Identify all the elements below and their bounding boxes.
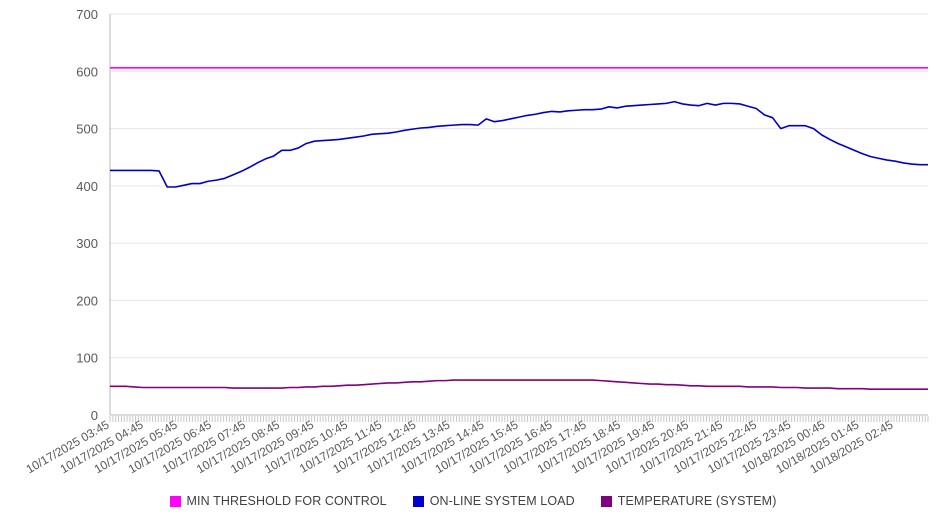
legend-swatch-icon xyxy=(600,495,612,507)
legend-item[interactable]: TEMPERATURE (SYSTEM) xyxy=(600,494,777,508)
svg-text:700: 700 xyxy=(76,7,98,22)
gridlines xyxy=(110,13,928,416)
legend-swatch-icon xyxy=(169,495,181,507)
data-series xyxy=(110,67,928,391)
legend-label: MIN THRESHOLD FOR CONTROL xyxy=(186,494,387,508)
legend-label: TEMPERATURE (SYSTEM) xyxy=(617,494,777,508)
chart-legend: MIN THRESHOLD FOR CONTROL ON-LINE SYSTEM… xyxy=(0,494,946,508)
legend-label: ON-LINE SYSTEM LOAD xyxy=(429,494,575,508)
svg-text:0: 0 xyxy=(91,408,98,423)
x-axis-minor-ticks xyxy=(109,416,929,422)
y-axis-tick-labels: 0 100 200 300 400 500 600 700 xyxy=(76,7,98,423)
svg-text:600: 600 xyxy=(76,64,98,79)
chart-plot-area: 0 100 200 300 400 500 600 700 10/17/2025 03:451… xyxy=(24,7,929,476)
axis-lines xyxy=(109,14,928,416)
svg-text:500: 500 xyxy=(76,122,98,137)
svg-text:300: 300 xyxy=(76,236,98,251)
svg-text:100: 100 xyxy=(76,351,98,366)
legend-item[interactable]: MIN THRESHOLD FOR CONTROL xyxy=(169,494,387,508)
legend-swatch-icon xyxy=(412,495,424,507)
legend-item[interactable]: ON-LINE SYSTEM LOAD xyxy=(412,494,575,508)
svg-text:400: 400 xyxy=(76,179,98,194)
svg-text:200: 200 xyxy=(76,293,98,308)
